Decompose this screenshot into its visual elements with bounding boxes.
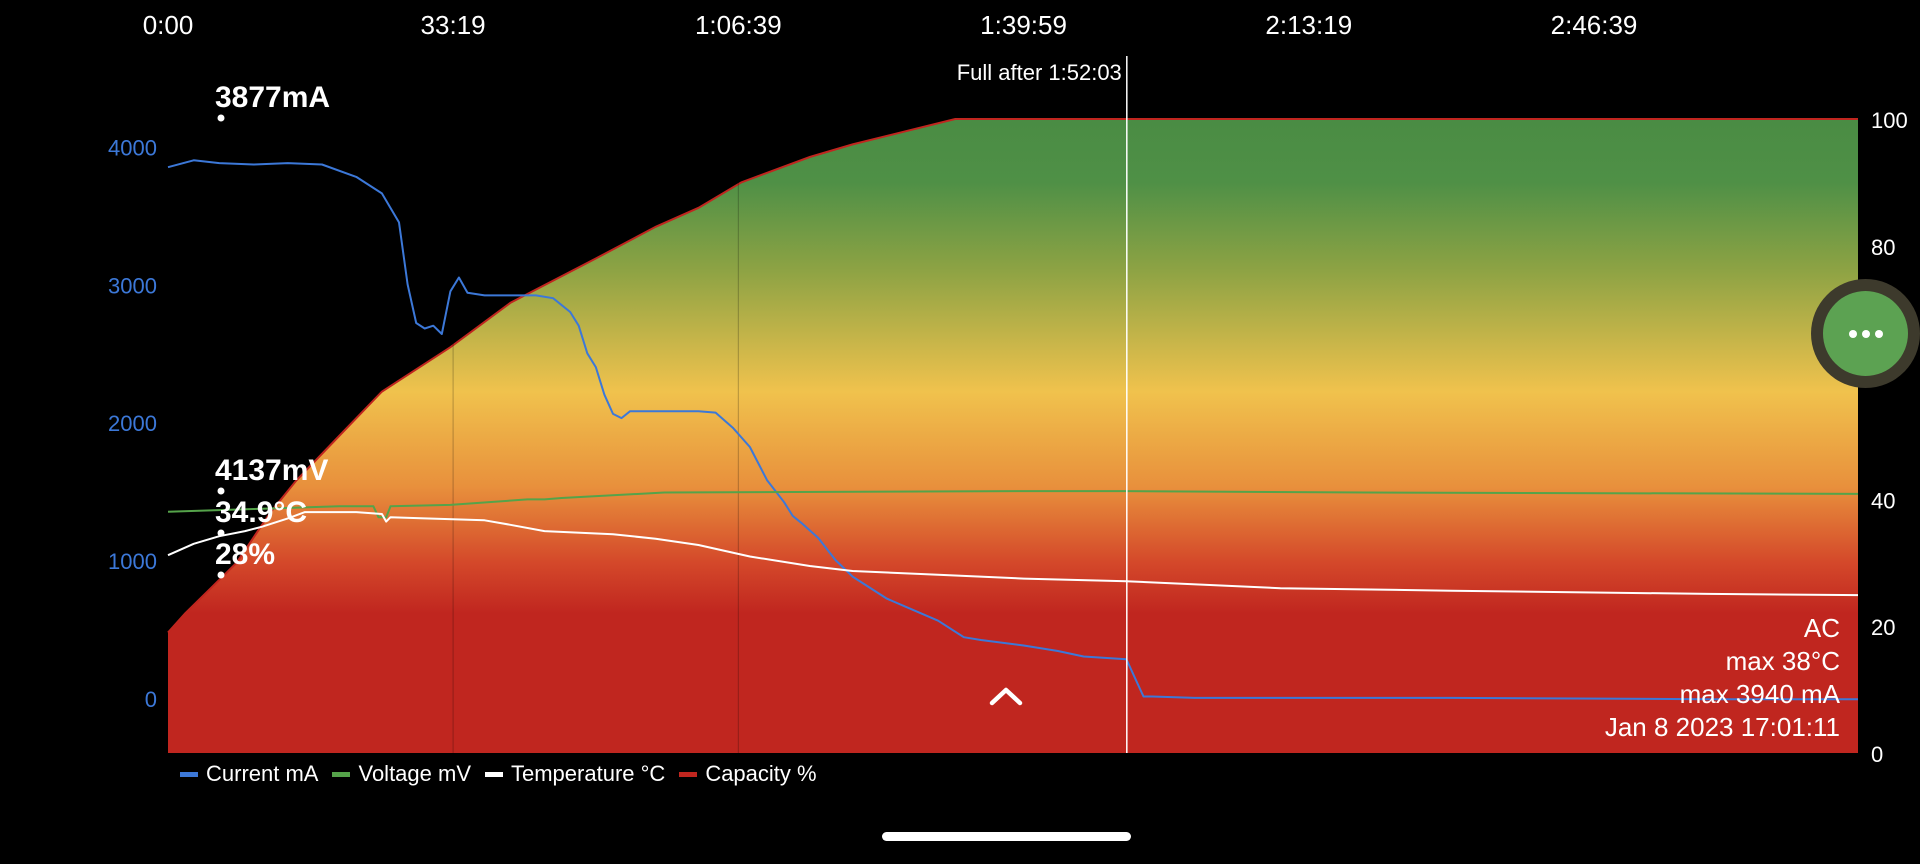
- current-readout: 3877mA: [215, 81, 330, 114]
- voltage-line: [167, 490, 1859, 519]
- info-line: AC: [1804, 613, 1840, 643]
- capacity-readout: 28%: [215, 538, 275, 571]
- right-tick-label: 0: [1871, 742, 1883, 767]
- left-tick-label: 2000: [108, 411, 157, 436]
- legend-label-current: Current mA: [206, 761, 319, 786]
- legend-label-capacity: Capacity %: [705, 761, 817, 786]
- legend: Current mA Voltage mV Temperature °C Cap…: [180, 761, 817, 787]
- voltage-cursor-dot: [217, 487, 225, 495]
- right-tick-label: 100: [1871, 108, 1908, 133]
- cursor-readouts: 3877mA 4137mV 34.9°C 28%: [215, 81, 330, 579]
- current-cursor-dot: [217, 114, 225, 122]
- chevron-up-icon[interactable]: [984, 681, 1028, 711]
- info-line: max 3940 mA: [1680, 679, 1841, 709]
- legend-label-voltage: Voltage mV: [358, 761, 471, 786]
- capacity-area: [168, 119, 1858, 753]
- right-axis-labels: 100806040200: [1871, 108, 1908, 767]
- more-options-button[interactable]: [1823, 291, 1908, 376]
- voltage-readout: 4137mV: [215, 454, 328, 487]
- x-tick-label: 33:19: [421, 10, 486, 40]
- right-tick-label: 40: [1871, 488, 1895, 513]
- right-tick-label: 20: [1871, 615, 1895, 640]
- home-indicator[interactable]: [882, 832, 1131, 841]
- x-axis-labels: 0:00 33:19 1:06:39 1:39:59 2:13:19 2:46:39: [143, 10, 1638, 40]
- info-line: Jan 8 2023 17:01:11: [1605, 712, 1840, 742]
- left-tick-label: 1000: [108, 549, 157, 574]
- temperature-readout: 34.9°C: [215, 496, 307, 529]
- left-tick-label: 4000: [108, 136, 157, 161]
- legend-label-temperature: Temperature °C: [511, 761, 666, 786]
- capacity-cursor-dot: [217, 571, 225, 579]
- left-tick-label: 0: [145, 687, 157, 712]
- x-tick-label: 1:39:59: [980, 10, 1067, 40]
- left-axis-labels: 4000 3000 2000 1000 0: [108, 136, 157, 712]
- capacity-line: [167, 118, 1858, 634]
- temperature-line: [167, 511, 1859, 597]
- temperature-cursor-dot: [217, 529, 225, 537]
- plot-area: Full after 1:52:03: [167, 56, 1859, 753]
- legend-item-current: Current mA: [180, 761, 318, 787]
- more-dots-icon: [1848, 329, 1883, 338]
- legend-item-temperature: Temperature °C: [485, 761, 665, 787]
- right-tick-label: 80: [1871, 235, 1895, 260]
- left-tick-label: 3000: [108, 273, 157, 298]
- legend-item-voltage: Voltage mV: [332, 761, 471, 787]
- current-line: [167, 159, 1858, 701]
- x-tick-label: 1:06:39: [695, 10, 782, 40]
- legend-item-capacity: Capacity %: [679, 761, 817, 787]
- info-line: max 38°C: [1726, 646, 1840, 676]
- full-marker-label: Full after 1:52:03: [957, 60, 1122, 85]
- x-tick-label: 2:46:39: [1551, 10, 1638, 40]
- x-tick-label: 2:13:19: [1265, 10, 1352, 40]
- x-tick-label: 0:00: [143, 10, 194, 40]
